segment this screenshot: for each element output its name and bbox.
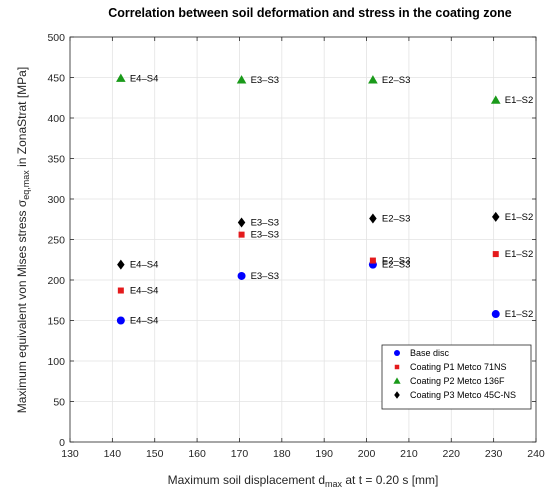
data-point-square — [369, 257, 376, 264]
data-point-square — [117, 287, 124, 294]
x-tick-label: 160 — [188, 448, 206, 460]
point-label: E1–S2 — [505, 309, 534, 320]
legend-marker-triangle — [393, 377, 401, 384]
y-tick-label: 500 — [47, 32, 65, 44]
y-tick-label: 250 — [47, 235, 65, 247]
legend-box — [381, 344, 532, 410]
data-point-circle — [116, 316, 125, 325]
legend-marker-circle — [394, 350, 400, 356]
legend-marker-square — [394, 364, 400, 370]
x-tick-label: 230 — [485, 448, 503, 460]
point-label: E1–S2 — [505, 95, 534, 106]
legend-items: Base disc Coating P1 Metco 71NS Coating P2… — [393, 348, 516, 400]
y-axis-title-tail: in ZonaStrat [MPa] — [15, 67, 29, 170]
data-point-circle — [237, 271, 246, 280]
data-points — [116, 73, 501, 325]
point-label: E2–S3 — [382, 213, 411, 224]
y-tick-label: 100 — [47, 356, 65, 368]
legend-label: Coating P2 Metco 136F — [410, 376, 505, 386]
x-axis-title-tail: at t = 0.20 s [mm] — [342, 473, 438, 487]
x-axis-title-sub: max — [325, 479, 343, 489]
point-label: E2–S3 — [382, 75, 411, 86]
point-label: E2–S3 — [382, 260, 411, 271]
x-tick-label: 220 — [443, 448, 461, 460]
data-point-triangle — [236, 75, 247, 84]
point-label: E3–S3 — [251, 230, 280, 241]
chart-title: Correlation between soil deformation and… — [108, 6, 512, 20]
axis-ticks: 130 140 150 160 170 180 190 200 210 220 230 240 0 50 1… — [47, 32, 544, 460]
point-label: E3–S3 — [251, 75, 280, 86]
y-tick-label: 350 — [47, 154, 65, 166]
y-axis-title: Maximum equivalent von Mises stress σeq,… — [15, 67, 31, 413]
point-label: E3–S3 — [251, 271, 280, 282]
point-label: E4–S4 — [130, 316, 159, 327]
data-point-circle — [491, 310, 500, 319]
y-tick-label: 400 — [47, 113, 65, 125]
data-point-diamond — [117, 259, 125, 270]
x-axis-title-main: Maximum soil displacement d — [168, 473, 325, 487]
point-label: E2–S3 — [382, 256, 411, 267]
data-point-square — [492, 251, 499, 258]
data-point-diamond — [492, 211, 500, 222]
legend-label: Coating P3 Metco 45C-NS — [410, 390, 516, 400]
x-tick-label: 190 — [315, 448, 333, 460]
y-tick-label: 300 — [47, 194, 65, 206]
point-label: E4–S4 — [130, 260, 159, 271]
legend-label: Coating P1 Metco 71NS — [410, 362, 507, 372]
legend: Base disc Coating P1 Metco 71NS Coating P2… — [381, 344, 532, 410]
x-tick-label: 150 — [146, 448, 164, 460]
point-label: E1–S2 — [505, 212, 534, 223]
x-tick-label: 240 — [527, 448, 545, 460]
x-axis-title: Maximum soil displacement dmax at t = 0.… — [168, 473, 439, 489]
data-point-diamond — [369, 213, 377, 224]
data-point-triangle — [368, 75, 378, 84]
point-label: E4–S4 — [130, 286, 159, 297]
point-labels: E4–S4 E3–S3 E2–S3 E1–S2 E4–S4 E3–S3 E2–S3 E1–S2… — [130, 73, 533, 326]
x-tick-label: 210 — [400, 448, 418, 460]
y-tick-label: 200 — [47, 275, 65, 287]
x-tick-label: 180 — [273, 448, 291, 460]
y-axis-title-main: Maximum equivalent von Mises stress σ — [15, 199, 29, 413]
x-tick-label: 130 — [61, 448, 79, 460]
y-tick-label: 0 — [59, 437, 65, 449]
data-point-diamond — [237, 217, 246, 228]
legend-marker-diamond — [394, 391, 400, 399]
y-tick-label: 50 — [53, 397, 65, 409]
x-tick-label: 170 — [231, 448, 249, 460]
y-axis-title-sub: eq,max — [21, 170, 31, 200]
point-label: E4–S4 — [130, 73, 159, 84]
x-tick-label: 200 — [358, 448, 376, 460]
legend-label: Base disc — [410, 348, 450, 358]
y-tick-label: 450 — [47, 73, 65, 85]
point-label: E3–S3 — [251, 217, 280, 228]
data-point-triangle — [116, 73, 126, 82]
data-point-square — [238, 231, 245, 238]
data-point-triangle — [490, 95, 501, 104]
y-tick-label: 150 — [47, 316, 65, 328]
point-label: E1–S2 — [505, 249, 534, 260]
x-tick-label: 140 — [104, 448, 122, 460]
